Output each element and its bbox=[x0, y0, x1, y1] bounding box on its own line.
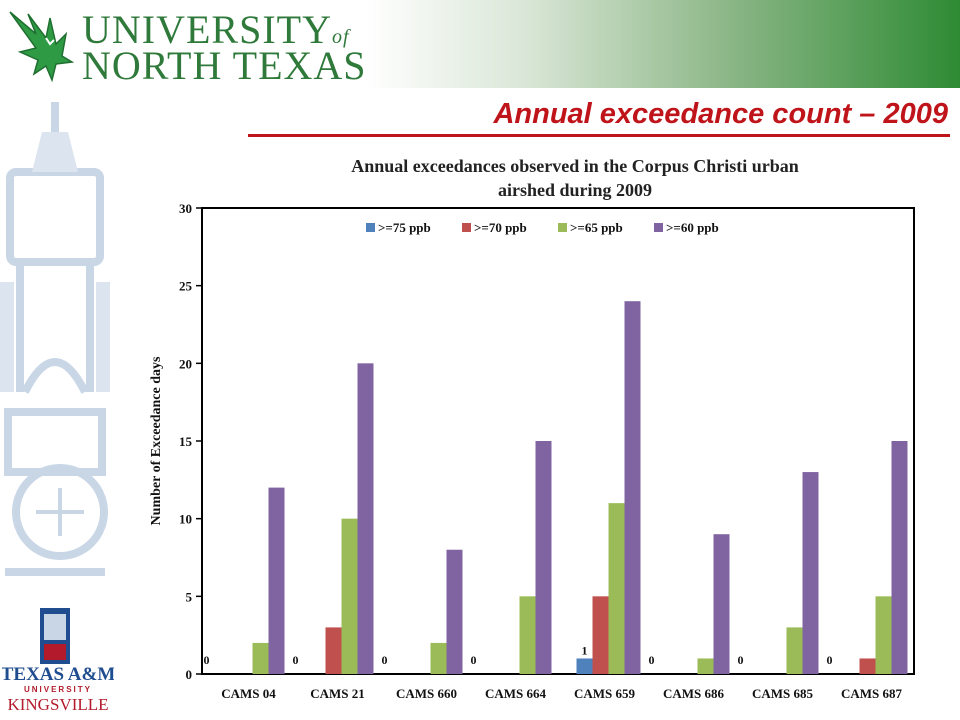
tamuk-name-line1: TEXAS A&M bbox=[2, 664, 114, 685]
bar-cams-659-series-3 bbox=[624, 301, 641, 674]
tamuk-name-line2: UNIVERSITY bbox=[24, 685, 92, 694]
category-label: CAMS 660 bbox=[396, 686, 457, 701]
data-label: 1 bbox=[582, 643, 588, 657]
category-label-group: CAMS 04 CAMS 21 CAMS 660 CAMS 664 CAMS 659 CA… bbox=[221, 686, 902, 701]
data-label: 0 bbox=[204, 653, 210, 667]
building-watermark-icon bbox=[0, 102, 110, 576]
legend-swatch bbox=[558, 223, 567, 232]
chart-legend: >=75 ppb >=70 ppb >=65 ppb >=60 ppb bbox=[366, 220, 719, 235]
data-label: 0 bbox=[738, 653, 744, 667]
y-tick-label: 30 bbox=[179, 201, 192, 216]
bar-cams-04-series-2 bbox=[252, 642, 269, 674]
data-label: 0 bbox=[471, 653, 477, 667]
chart-title-line1: Annual exceedances observed in the Corpu… bbox=[351, 156, 799, 176]
header-band bbox=[0, 0, 960, 88]
legend-swatch bbox=[462, 223, 471, 232]
y-axis-ticks: 0 5 10 15 20 25 30 bbox=[179, 201, 202, 682]
legend-swatch bbox=[654, 223, 663, 232]
bar-cams-659-series-0 bbox=[576, 658, 593, 674]
bar-cams-686-series-3 bbox=[713, 534, 730, 674]
bar-cams-664-series-2 bbox=[519, 596, 536, 674]
bar-cams-687-series-2 bbox=[875, 596, 892, 674]
category-label: CAMS 04 bbox=[221, 686, 276, 701]
legend-entry: >=60 ppb bbox=[666, 220, 719, 235]
category-label: CAMS 21 bbox=[310, 686, 365, 701]
bar-cams-659-series-2 bbox=[608, 503, 625, 674]
y-tick-label: 0 bbox=[186, 667, 193, 682]
bar-cams-687-series-3 bbox=[891, 441, 908, 674]
slide-title: Annual exceedance count – 2009 bbox=[493, 98, 948, 130]
category-label: CAMS 687 bbox=[841, 686, 903, 701]
bar-cams-21-series-3 bbox=[357, 363, 374, 674]
y-tick-label: 5 bbox=[186, 589, 193, 604]
category-label: CAMS 659 bbox=[574, 686, 636, 701]
bar-cams-686-series-2 bbox=[697, 658, 714, 674]
bar-cams-660-series-3 bbox=[446, 549, 463, 674]
bar-cams-04-series-3 bbox=[268, 487, 285, 674]
y-tick-label: 25 bbox=[179, 279, 193, 294]
data-label: 0 bbox=[293, 653, 299, 667]
y-tick-label: 15 bbox=[179, 434, 193, 449]
university-of-text: of bbox=[331, 26, 350, 48]
bar-cams-687-series-1 bbox=[859, 658, 876, 674]
data-label: 0 bbox=[649, 653, 655, 667]
legend-entry: >=75 ppb bbox=[378, 220, 431, 235]
category-label: CAMS 685 bbox=[752, 686, 814, 701]
tamuk-logo: TEXAS A&M UNIVERSITY KINGSVILLE bbox=[2, 608, 114, 714]
university-name-line1: UNIVERSITYof bbox=[82, 7, 350, 52]
tamuk-name-line3: KINGSVILLE bbox=[7, 695, 108, 714]
plot-area-frame bbox=[201, 207, 915, 675]
bar-cams-660-series-2 bbox=[430, 642, 447, 674]
category-label: CAMS 686 bbox=[663, 686, 725, 701]
y-axis-label: Number of Exceedance days bbox=[149, 356, 164, 525]
bar-cams-21-series-1 bbox=[325, 627, 342, 674]
title-underline bbox=[248, 134, 950, 137]
eagle-logo-icon bbox=[9, 11, 75, 83]
bar-cams-664-series-3 bbox=[535, 441, 552, 674]
data-label: 0 bbox=[382, 653, 388, 667]
bar-cams-21-series-2 bbox=[341, 518, 358, 674]
university-name-line2: NORTH TEXAS bbox=[82, 43, 367, 88]
bar-group bbox=[252, 301, 908, 674]
category-label: CAMS 664 bbox=[485, 686, 547, 701]
legend-entry: >=70 ppb bbox=[474, 220, 527, 235]
bar-cams-659-series-1 bbox=[592, 596, 609, 674]
y-tick-label: 10 bbox=[179, 512, 192, 527]
data-label-group: 0 0 0 0 1 0 0 0 bbox=[204, 643, 833, 667]
bar-cams-685-series-3 bbox=[802, 472, 819, 674]
exceedance-bar-chart: Annual exceedances observed in the Corpu… bbox=[149, 156, 915, 701]
y-tick-label: 20 bbox=[179, 356, 192, 371]
legend-entry: >=65 ppb bbox=[570, 220, 623, 235]
legend-swatch bbox=[366, 223, 375, 232]
chart-title-line2: airshed during 2009 bbox=[498, 180, 652, 200]
bar-cams-685-series-2 bbox=[786, 627, 803, 674]
data-label: 0 bbox=[827, 653, 833, 667]
